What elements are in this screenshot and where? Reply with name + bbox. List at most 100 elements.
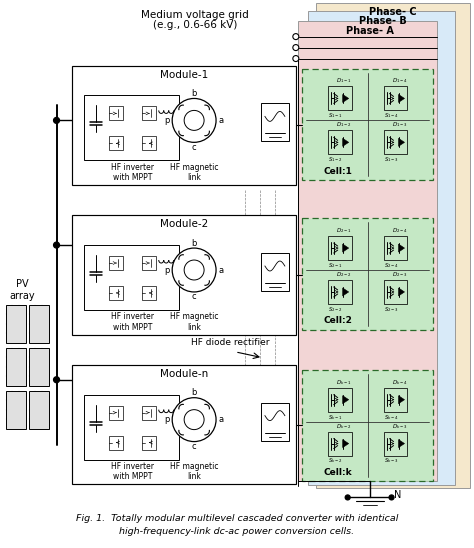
- Text: Phase- B: Phase- B: [359, 16, 406, 26]
- Text: a: a: [219, 266, 224, 275]
- Polygon shape: [399, 94, 404, 102]
- Text: $S_{2-1}$: $S_{2-1}$: [328, 261, 343, 270]
- Bar: [383, 130, 408, 155]
- Text: $D_{2-4}$: $D_{2-4}$: [392, 226, 408, 235]
- Circle shape: [54, 117, 60, 123]
- Text: HF inverter
with MPPT: HF inverter with MPPT: [111, 462, 154, 481]
- Polygon shape: [399, 288, 404, 296]
- Bar: [73, 215, 296, 335]
- Bar: [328, 388, 352, 412]
- Text: $D_{k-3}$: $D_{k-3}$: [392, 422, 408, 431]
- Bar: [109, 106, 123, 121]
- Bar: [109, 286, 123, 300]
- Text: Fig. 1.  Totally modular multilevel cascaded converter with identical: Fig. 1. Totally modular multilevel casca…: [76, 514, 398, 523]
- Text: Module-1: Module-1: [160, 70, 208, 79]
- Bar: [328, 432, 352, 455]
- Text: Cell:1: Cell:1: [324, 167, 353, 176]
- Text: b: b: [191, 89, 197, 98]
- Circle shape: [184, 110, 204, 130]
- Text: Phase- A: Phase- A: [346, 26, 393, 36]
- Text: c: c: [192, 293, 196, 301]
- Circle shape: [54, 242, 60, 248]
- Bar: [6, 348, 26, 386]
- Bar: [73, 66, 296, 185]
- Polygon shape: [343, 439, 349, 448]
- Text: $D_{2-3}$: $D_{2-3}$: [392, 270, 408, 279]
- Text: $D_{k-1}$: $D_{k-1}$: [337, 378, 352, 387]
- Bar: [84, 245, 179, 310]
- Text: Module-n: Module-n: [160, 369, 208, 379]
- Bar: [109, 256, 123, 270]
- Text: $D_{k-2}$: $D_{k-2}$: [337, 422, 352, 431]
- Bar: [302, 218, 433, 330]
- Bar: [142, 406, 156, 420]
- Text: $D_{1-4}$: $D_{1-4}$: [392, 77, 408, 85]
- Text: Phase- C: Phase- C: [369, 7, 416, 16]
- Bar: [109, 136, 123, 150]
- Polygon shape: [343, 244, 349, 252]
- Text: Medium voltage grid: Medium voltage grid: [141, 10, 249, 20]
- Text: $D_{2-1}$: $D_{2-1}$: [336, 226, 352, 235]
- Bar: [328, 87, 352, 110]
- Bar: [142, 256, 156, 270]
- Bar: [383, 280, 408, 304]
- Polygon shape: [399, 439, 404, 448]
- Text: b: b: [191, 238, 197, 248]
- Text: $S_{k-3}$: $S_{k-3}$: [383, 456, 398, 465]
- Text: HF magnetic
link: HF magnetic link: [170, 163, 219, 182]
- Bar: [328, 236, 352, 260]
- Text: Cell:2: Cell:2: [324, 316, 353, 326]
- Circle shape: [172, 398, 216, 442]
- Polygon shape: [343, 396, 349, 404]
- Bar: [142, 436, 156, 449]
- Text: $D_{k-4}$: $D_{k-4}$: [392, 378, 408, 387]
- Text: p: p: [164, 415, 170, 424]
- Polygon shape: [343, 94, 349, 102]
- Bar: [73, 365, 296, 484]
- Polygon shape: [343, 138, 349, 146]
- Text: a: a: [219, 116, 224, 125]
- Bar: [109, 436, 123, 449]
- Text: $S_{1-1}$: $S_{1-1}$: [328, 111, 343, 121]
- Text: (e.g., 0.6-66 kV): (e.g., 0.6-66 kV): [153, 20, 237, 30]
- Text: Cell:k: Cell:k: [324, 468, 352, 477]
- Polygon shape: [399, 396, 404, 404]
- Bar: [302, 370, 433, 482]
- Text: p: p: [164, 266, 170, 275]
- Polygon shape: [399, 244, 404, 252]
- Text: $S_{2-3}$: $S_{2-3}$: [383, 305, 398, 314]
- Text: PV
array: PV array: [10, 279, 36, 301]
- Text: a: a: [219, 415, 224, 424]
- Bar: [6, 305, 26, 343]
- Text: $S_{2-2}$: $S_{2-2}$: [328, 305, 343, 314]
- Bar: [84, 395, 179, 460]
- Circle shape: [172, 248, 216, 292]
- Text: N: N: [394, 490, 401, 500]
- Bar: [261, 104, 289, 141]
- Bar: [142, 286, 156, 300]
- Bar: [383, 87, 408, 110]
- Bar: [109, 406, 123, 420]
- Bar: [383, 236, 408, 260]
- Bar: [28, 305, 48, 343]
- Circle shape: [389, 495, 394, 500]
- Bar: [142, 136, 156, 150]
- Text: HF inverter
with MPPT: HF inverter with MPPT: [111, 312, 154, 332]
- Text: c: c: [192, 143, 196, 152]
- Text: $D_{1-2}$: $D_{1-2}$: [336, 121, 352, 129]
- Bar: [383, 432, 408, 455]
- Text: HF inverter
with MPPT: HF inverter with MPPT: [111, 163, 154, 182]
- Text: $S_{1-4}$: $S_{1-4}$: [383, 111, 399, 121]
- Bar: [84, 95, 179, 160]
- Bar: [308, 10, 456, 486]
- Bar: [302, 68, 433, 180]
- Text: $S_{k-1}$: $S_{k-1}$: [328, 413, 342, 421]
- Text: $S_{2-4}$: $S_{2-4}$: [383, 261, 399, 270]
- Text: high-frequency-link dc-ac power conversion cells.: high-frequency-link dc-ac power conversi…: [119, 527, 355, 536]
- Bar: [298, 21, 438, 482]
- Text: p: p: [164, 116, 170, 125]
- Bar: [261, 403, 289, 441]
- Bar: [28, 348, 48, 386]
- Text: $S_{1-3}$: $S_{1-3}$: [383, 155, 398, 164]
- Bar: [383, 388, 408, 412]
